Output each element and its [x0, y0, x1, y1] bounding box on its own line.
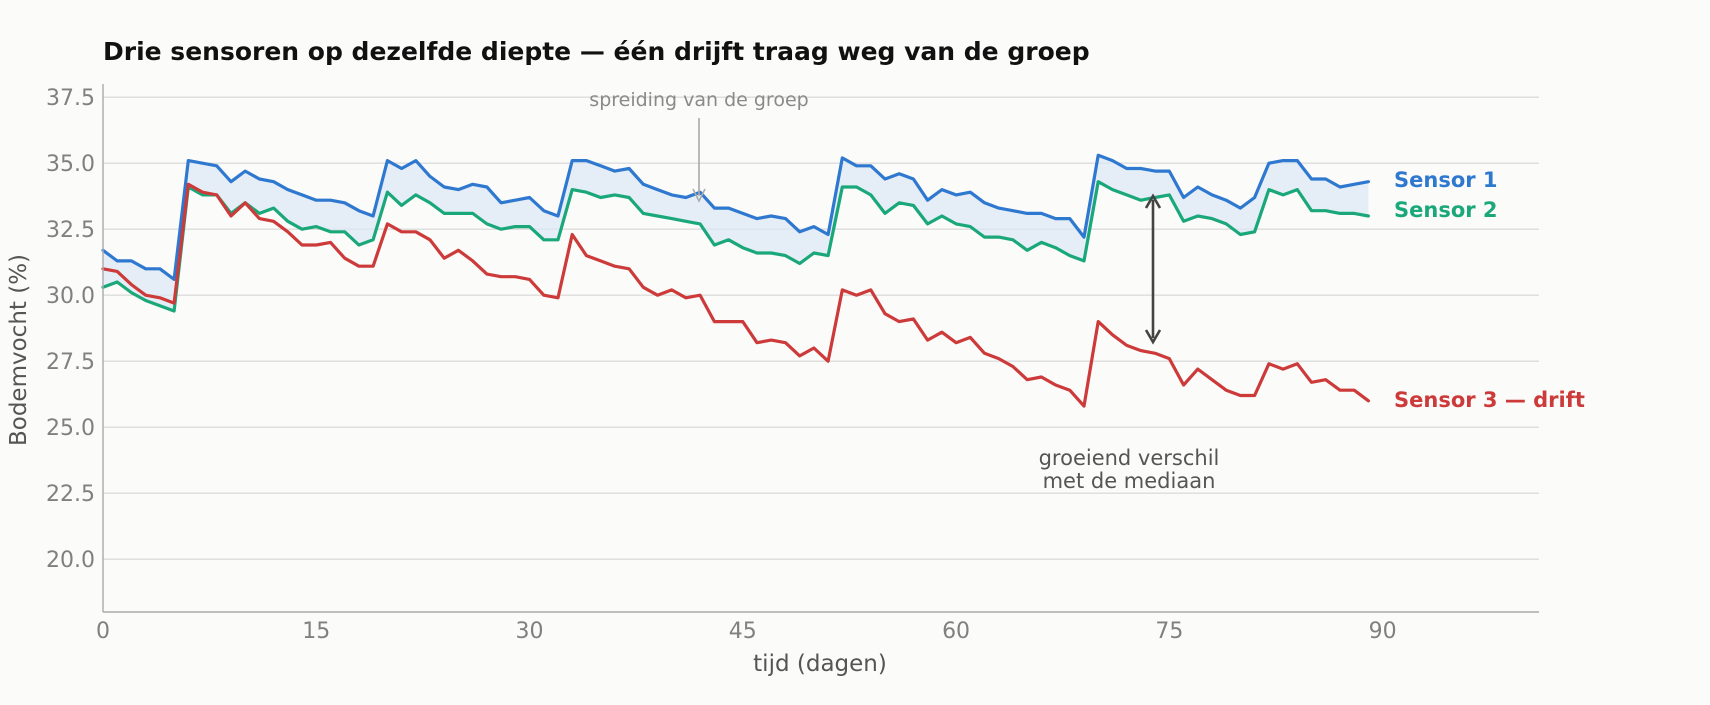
y-tick-label: 37.5: [46, 86, 95, 111]
x-tick-label: 60: [942, 619, 970, 644]
series-label-1: Sensor 1: [1394, 168, 1498, 192]
x-tick-label: 0: [96, 619, 110, 644]
y-tick-label: 22.5: [46, 482, 95, 507]
y-tick-labels: 20.0 22.5 25.0 27.5 30.0 32.5 35.0 37.5: [46, 86, 95, 573]
y-tick-label: 27.5: [46, 350, 95, 375]
x-tick-label: 30: [516, 619, 544, 644]
grid: [103, 96, 1539, 560]
axes: [102, 84, 1539, 613]
gap-arrowhead-bottom: [1144, 329, 1162, 345]
x-tick-label: 75: [1155, 619, 1183, 644]
x-axis-label: tijd (dagen): [753, 651, 887, 677]
series-group: [101, 153, 1371, 408]
y-tick-label: 30.0: [46, 284, 95, 309]
band-annotation: spreiding van de groep: [589, 89, 808, 111]
x-tick-labels: 0 15 30 45 60 75 90: [96, 619, 1397, 644]
gap-annotation-line-2: met de mediaan: [1043, 469, 1216, 493]
group-spread-band: [103, 155, 1369, 311]
x-tick-label: 15: [302, 619, 330, 644]
y-axis-label: Bodemvocht (%): [6, 254, 32, 446]
series-label-2: Sensor 2: [1394, 198, 1498, 222]
annotations: spreiding van de groep groeiend verschil…: [589, 89, 1219, 493]
chart-title: Drie sensoren op dezelfde diepte — één d…: [103, 37, 1090, 66]
series-line-1: [101, 153, 1371, 281]
series-line-2: [101, 180, 1371, 313]
series-label-3: Sensor 3 — drift: [1394, 388, 1585, 412]
series-line-3: [101, 182, 1371, 408]
gap-annotation-line-1: groeiend verschil: [1039, 446, 1220, 470]
gap-arrowhead-top: [1144, 193, 1162, 209]
y-tick-label: 25.0: [46, 416, 95, 441]
series-labels: Sensor 1 Sensor 2 Sensor 3 — drift: [1394, 168, 1585, 412]
x-tick-label: 45: [729, 619, 757, 644]
y-tick-label: 35.0: [46, 152, 95, 177]
x-tick-label: 90: [1369, 619, 1397, 644]
y-tick-label: 32.5: [46, 218, 95, 243]
band-annotation-arrowhead: [692, 188, 706, 203]
y-tick-label: 20.0: [46, 548, 95, 573]
